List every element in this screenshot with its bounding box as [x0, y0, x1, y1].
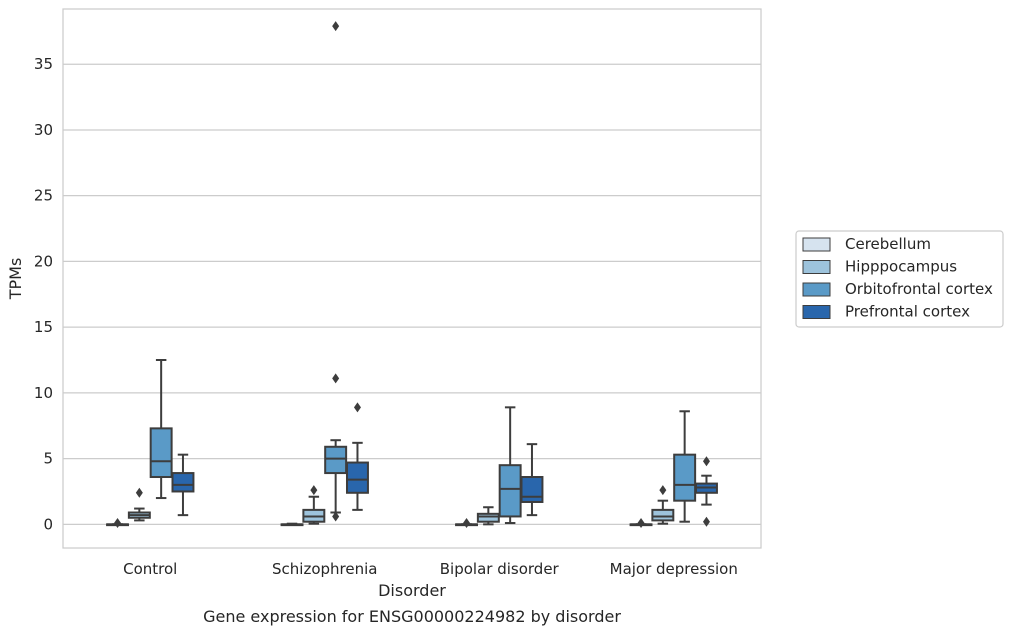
y-tick-label: 35	[34, 55, 53, 73]
y-tick-label: 5	[43, 450, 53, 468]
box-orbitofrontal-cortex	[673, 410, 697, 523]
box-hipppocampus	[651, 485, 675, 525]
legend-swatch	[802, 237, 831, 252]
box-cerebellum	[106, 518, 130, 529]
box-prefrontal-cortex	[345, 402, 369, 511]
box-body	[651, 508, 675, 522]
outlier-point	[659, 485, 667, 496]
box-orbitofrontal-cortex	[149, 359, 173, 500]
outlier-point	[310, 485, 318, 496]
y-tick-labels: 0 5 10 15 20 25 30 35	[34, 55, 53, 533]
y-tick-label: 15	[34, 318, 53, 336]
box-cerebellum	[455, 518, 479, 529]
outlier-point	[114, 518, 122, 529]
y-tick-label: 25	[34, 187, 53, 205]
x-tick-label: Schizophrenia	[272, 560, 377, 578]
y-tick-label: 10	[34, 384, 53, 402]
box-body	[324, 445, 348, 475]
x-tick-label: Major depression	[610, 560, 738, 578]
legend-swatch	[802, 282, 831, 297]
legend-label: Cerebellum	[845, 235, 931, 253]
box-prefrontal-cortex	[520, 443, 544, 517]
outlier-point	[463, 518, 471, 529]
outlier-point	[702, 516, 710, 527]
y-axis-label: TPMs	[6, 258, 25, 301]
box-prefrontal-cortex	[694, 456, 718, 527]
box-body	[498, 464, 522, 518]
outlier-point	[637, 518, 645, 529]
box-body	[171, 472, 195, 493]
plot-area	[62, 8, 762, 549]
legend-label: Prefrontal cortex	[845, 303, 970, 321]
outlier-point	[135, 487, 143, 498]
box-cerebellum	[280, 522, 304, 527]
box-body	[476, 512, 500, 523]
outlier-point	[332, 511, 340, 522]
legend-swatch	[802, 305, 831, 319]
legend-frame	[795, 230, 1004, 328]
box-hipppocampus	[127, 487, 151, 522]
y-tick-label: 20	[34, 252, 53, 270]
box-prefrontal-cortex	[171, 453, 195, 517]
x-tick-label: Bipolar disorder	[440, 560, 560, 578]
box-body	[149, 427, 173, 479]
y-tick-label: 30	[34, 121, 53, 139]
legend-label: Orbitofrontal cortex	[845, 280, 993, 298]
outlier-point	[702, 456, 710, 467]
chart-caption: Gene expression for ENSG00000224982 by d…	[203, 607, 621, 626]
box-orbitofrontal-cortex	[498, 406, 522, 525]
box-body	[673, 453, 697, 502]
box-plots	[106, 21, 718, 529]
box-hipppocampus	[302, 485, 326, 525]
box-cerebellum	[629, 518, 653, 529]
x-axis-label: Disorder	[378, 581, 446, 600]
x-tick-label: Control	[123, 560, 177, 578]
legend: Cerebellum Hipppocampus Orbitofrontal cort…	[795, 230, 1004, 328]
outlier-point	[332, 373, 340, 384]
box-hipppocampus	[476, 506, 500, 526]
outlier-point	[332, 21, 340, 32]
outlier-point	[353, 402, 361, 413]
x-tick-labels: Control Schizophrenia Bipolar disorder Majo…	[123, 560, 738, 578]
y-tick-label: 0	[43, 515, 53, 533]
legend-swatch	[802, 260, 831, 274]
box-body	[345, 461, 369, 494]
box-orbitofrontal-cortex	[324, 21, 348, 522]
grid-lines	[63, 63, 761, 525]
box-body	[520, 476, 544, 503]
legend-label: Hipppocampus	[845, 258, 957, 276]
